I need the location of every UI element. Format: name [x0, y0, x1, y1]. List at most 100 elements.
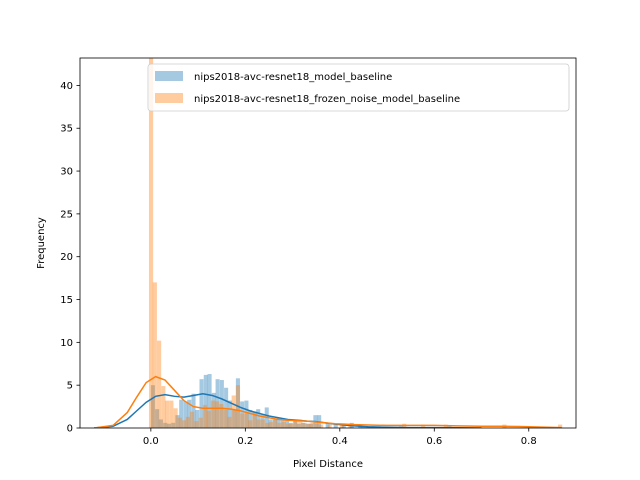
x-tick-label: 0.0: [143, 436, 159, 447]
histogram-bar: [240, 401, 245, 428]
histogram-bar: [219, 380, 224, 428]
histogram-bar: [339, 424, 344, 428]
x-axis-ticks: 0.0 0.2 0.4 0.6 0.8: [143, 428, 537, 447]
histogram-bar: [293, 420, 298, 428]
histogram-bar: [195, 410, 200, 428]
histogram-bar: [179, 399, 184, 428]
histogram-bar: [333, 424, 338, 428]
histogram-bar: [285, 419, 290, 428]
histogram-bar: [207, 374, 212, 428]
histogram-bar: [256, 409, 261, 428]
histogram-bar: [327, 424, 332, 428]
histogram-bar: [280, 420, 285, 428]
y-tick-label: 25: [60, 209, 73, 220]
histogram-bar: [157, 340, 162, 428]
histogram-bar: [219, 404, 224, 428]
histogram-bar: [194, 421, 199, 428]
histogram-bar: [169, 400, 174, 428]
legend-label-baseline: nips2018-avc-resnet18_model_baseline: [194, 72, 392, 83]
legend-swatch-frozen-noise: [155, 93, 183, 103]
histogram-bar: [182, 420, 187, 428]
histogram-bar: [302, 422, 307, 428]
histogram-bar: [171, 422, 176, 428]
histogram-bar: [293, 420, 299, 428]
kde-layer: [94, 375, 562, 428]
histogram-bar: [152, 282, 157, 428]
histogram-bar: [265, 422, 270, 428]
histogram-bar: [223, 410, 228, 428]
y-tick-label: 30: [60, 167, 73, 178]
y-tick-label: 5: [67, 381, 73, 392]
histogram-bar: [215, 401, 220, 428]
histogram-bar: [260, 419, 266, 428]
y-tick-label: 35: [60, 124, 73, 135]
histogram-bar: [310, 422, 315, 428]
histogram-bar: [232, 410, 237, 428]
histogram-bar: [421, 424, 426, 428]
histogram-bar: [158, 419, 163, 428]
histogram-bar: [202, 404, 207, 428]
legend-swatch-baseline: [155, 71, 183, 81]
histogram-bar: [252, 411, 257, 428]
histogram-bar: [319, 424, 324, 428]
legend-box: [147, 63, 570, 112]
histogram-bar: [224, 387, 229, 428]
histogram-bar: [161, 386, 166, 428]
legend-label-frozen-noise: nips2018-avc-resnet18_frozen_noise_model…: [194, 94, 460, 105]
histogram-bar: [289, 423, 294, 428]
histogram-bar: [198, 417, 203, 428]
histogram-bar: [325, 422, 330, 428]
y-tick-label: 40: [60, 81, 73, 92]
histogram-bar: [277, 422, 282, 428]
y-tick-label: 15: [60, 295, 73, 306]
y-tick-label: 20: [60, 252, 73, 263]
histogram-bar: [244, 400, 249, 428]
histogram-bar: [191, 393, 196, 428]
histogram-bar: [227, 400, 232, 428]
histogram-bar: [248, 410, 253, 428]
histogram-bar: [183, 401, 188, 428]
histogram-bar: [360, 426, 365, 428]
x-axis-label: Pixel Distance: [293, 459, 363, 470]
y-tick-label: 10: [60, 338, 73, 349]
kde-line-0: [94, 392, 482, 428]
histogram-bar: [206, 410, 211, 428]
x-tick-label: 0.2: [237, 436, 253, 447]
y-tick-label: 0: [67, 424, 73, 435]
histogram-bar: [244, 413, 249, 428]
axes-frame: [79, 57, 577, 429]
histogram-bar: [227, 416, 232, 428]
histogram-bar: [273, 419, 278, 428]
y-axis-ticks: 0 5 10 15 20 25 30 35 40: [60, 81, 80, 435]
histogram-bar: [268, 419, 273, 428]
histogram-bar: [155, 409, 160, 428]
histogram-bar: [248, 420, 253, 428]
histogram-bar: [199, 379, 204, 428]
histogram-bar: [252, 411, 257, 428]
y-axis-label: Frequency: [36, 217, 47, 269]
histogram-bar: [306, 423, 311, 428]
x-tick-label: 0.4: [332, 436, 348, 447]
histogram-bar: [175, 415, 180, 428]
histogram-bar: [235, 378, 240, 428]
histogram-bar: [187, 399, 192, 428]
histogram-bar: [148, 58, 154, 428]
histogram-bar: [203, 374, 208, 428]
x-tick-label: 0.8: [521, 436, 537, 447]
histogram-bar: [341, 424, 346, 428]
histogram-bar: [260, 414, 265, 428]
histogram-bar: [215, 379, 220, 428]
histogram-bar: [210, 400, 216, 428]
histogram-bar: [309, 423, 314, 428]
histogram-bar: [272, 419, 277, 428]
histogram-bar: [163, 422, 168, 428]
kde-line-1: [94, 375, 562, 428]
histogram-bar: [296, 423, 301, 428]
histogram-bar: [285, 423, 291, 428]
histogram-bar: [211, 392, 216, 428]
histogram-bar: [558, 424, 563, 428]
legend: nips2018-avc-resnet18_model_baseline nip…: [147, 63, 570, 112]
histogram-bar: [305, 423, 310, 428]
histogram-bar: [173, 408, 178, 428]
histogram-bar: [231, 395, 236, 428]
